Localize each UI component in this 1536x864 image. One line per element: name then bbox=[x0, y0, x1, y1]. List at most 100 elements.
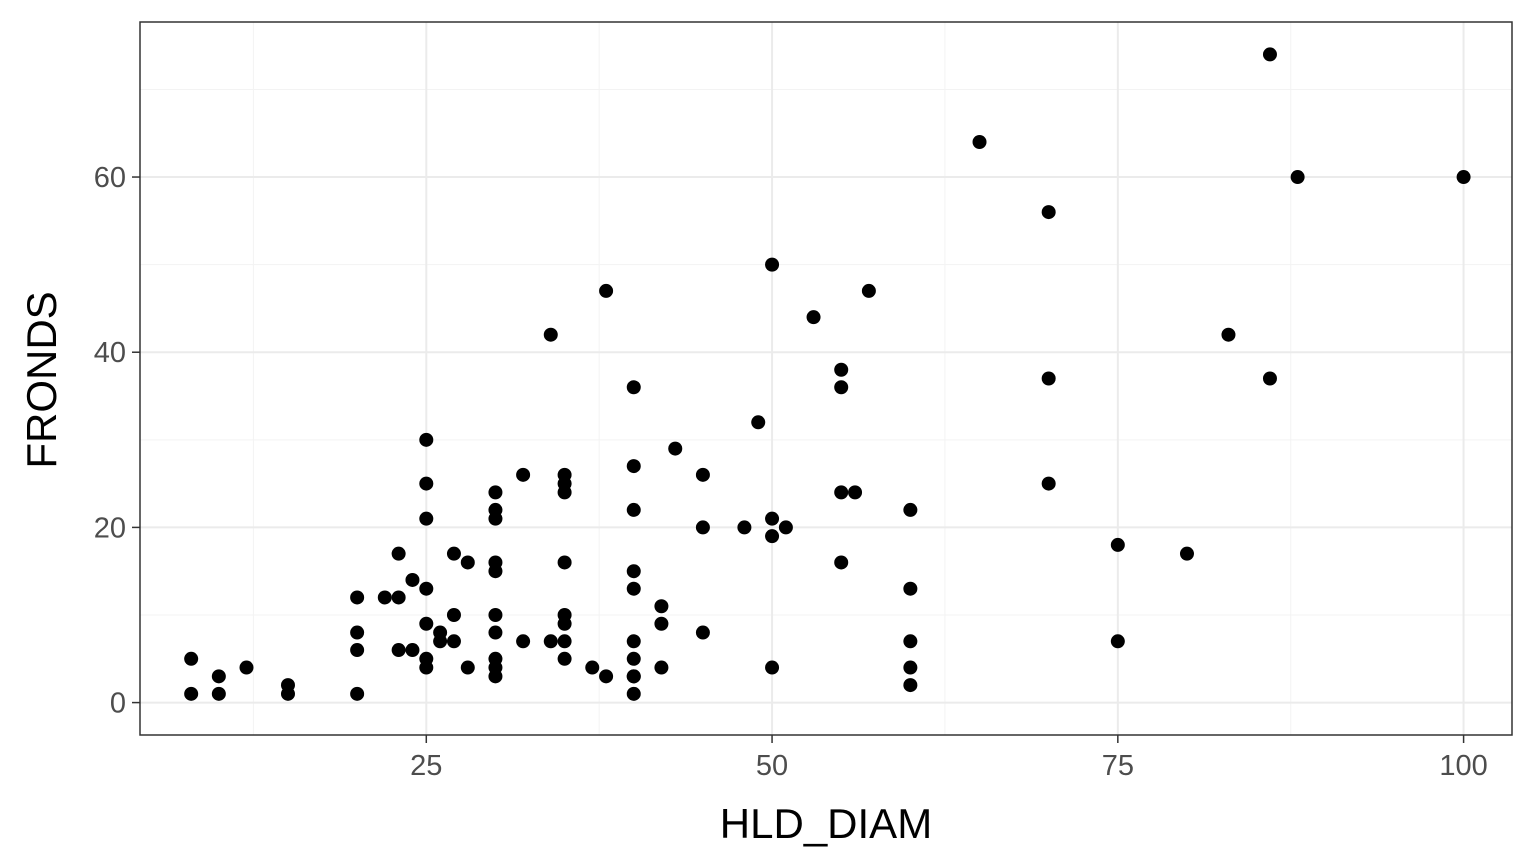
data-point bbox=[765, 511, 780, 526]
data-point bbox=[377, 590, 392, 605]
data-point bbox=[211, 686, 226, 701]
data-point bbox=[488, 625, 503, 640]
data-point bbox=[488, 607, 503, 622]
data-point bbox=[972, 135, 987, 150]
y-tick-label: 20 bbox=[94, 512, 126, 544]
data-point bbox=[350, 590, 365, 605]
data-point bbox=[280, 686, 295, 701]
x-tick-label: 100 bbox=[1439, 750, 1487, 782]
data-point bbox=[1110, 537, 1125, 552]
data-point bbox=[626, 581, 641, 596]
data-point bbox=[695, 625, 710, 640]
data-point bbox=[1262, 47, 1277, 62]
x-axis-title: HLD_DIAM bbox=[720, 800, 932, 847]
data-points bbox=[184, 47, 1471, 701]
x-axis-ticks: 25 50 75 100 bbox=[410, 735, 1488, 782]
data-point bbox=[806, 310, 821, 325]
data-point bbox=[488, 511, 503, 526]
data-point bbox=[765, 660, 780, 675]
data-point bbox=[695, 520, 710, 535]
data-point bbox=[1290, 170, 1305, 185]
data-point bbox=[834, 362, 849, 377]
data-point bbox=[239, 660, 254, 675]
data-point bbox=[211, 669, 226, 684]
data-point bbox=[460, 660, 475, 675]
data-point bbox=[557, 616, 572, 631]
data-point bbox=[419, 581, 434, 596]
data-point bbox=[391, 643, 406, 658]
y-axis-ticks: 0 20 40 60 bbox=[94, 162, 140, 720]
data-point bbox=[626, 634, 641, 649]
data-point bbox=[834, 485, 849, 500]
data-point bbox=[419, 511, 434, 526]
data-point bbox=[903, 678, 918, 693]
data-point bbox=[626, 651, 641, 666]
data-point bbox=[446, 546, 461, 561]
data-point bbox=[654, 660, 669, 675]
y-axis-title: FRONDS bbox=[18, 291, 65, 468]
data-point bbox=[599, 669, 614, 684]
data-point bbox=[391, 546, 406, 561]
data-point bbox=[668, 441, 683, 456]
data-point bbox=[557, 634, 572, 649]
data-point bbox=[765, 257, 780, 272]
data-point bbox=[626, 502, 641, 517]
data-point bbox=[543, 327, 558, 342]
data-point bbox=[446, 634, 461, 649]
data-point bbox=[488, 669, 503, 684]
data-point bbox=[1110, 634, 1125, 649]
data-point bbox=[350, 686, 365, 701]
data-point bbox=[626, 669, 641, 684]
data-point bbox=[184, 651, 199, 666]
data-point bbox=[543, 634, 558, 649]
data-point bbox=[557, 555, 572, 570]
data-point bbox=[626, 564, 641, 579]
data-point bbox=[1041, 371, 1056, 386]
data-point bbox=[903, 581, 918, 596]
data-point bbox=[626, 459, 641, 474]
data-point bbox=[488, 485, 503, 500]
data-point bbox=[778, 520, 793, 535]
data-point bbox=[861, 283, 876, 298]
data-point bbox=[1179, 546, 1194, 561]
data-point bbox=[654, 616, 669, 631]
data-point bbox=[834, 555, 849, 570]
data-point bbox=[751, 415, 766, 430]
data-point bbox=[419, 476, 434, 491]
data-point bbox=[1041, 476, 1056, 491]
plot-panel-border bbox=[139, 21, 1513, 736]
data-point bbox=[654, 599, 669, 614]
data-point bbox=[350, 643, 365, 658]
data-point bbox=[433, 634, 448, 649]
x-tick-label: 75 bbox=[1102, 750, 1134, 782]
data-point bbox=[557, 651, 572, 666]
data-point bbox=[516, 634, 531, 649]
data-point bbox=[903, 634, 918, 649]
data-point bbox=[765, 529, 780, 544]
y-tick-label: 0 bbox=[110, 688, 126, 720]
data-point bbox=[834, 380, 849, 395]
data-point bbox=[460, 555, 475, 570]
data-point bbox=[695, 467, 710, 482]
x-tick-label: 50 bbox=[756, 750, 788, 782]
data-point bbox=[419, 616, 434, 631]
data-point bbox=[391, 590, 406, 605]
data-point bbox=[419, 660, 434, 675]
data-point bbox=[405, 572, 420, 587]
data-point bbox=[516, 467, 531, 482]
data-point bbox=[903, 502, 918, 517]
y-tick-label: 40 bbox=[94, 337, 126, 369]
y-tick-label: 60 bbox=[94, 162, 126, 194]
minor-gridlines bbox=[140, 22, 1512, 735]
data-point bbox=[488, 564, 503, 579]
data-point bbox=[848, 485, 863, 500]
data-point bbox=[1041, 205, 1056, 220]
data-point bbox=[599, 283, 614, 298]
x-tick-label: 25 bbox=[410, 750, 442, 782]
data-point bbox=[626, 380, 641, 395]
data-point bbox=[419, 432, 434, 447]
data-point bbox=[737, 520, 752, 535]
major-gridlines bbox=[140, 22, 1512, 735]
data-point bbox=[405, 643, 420, 658]
